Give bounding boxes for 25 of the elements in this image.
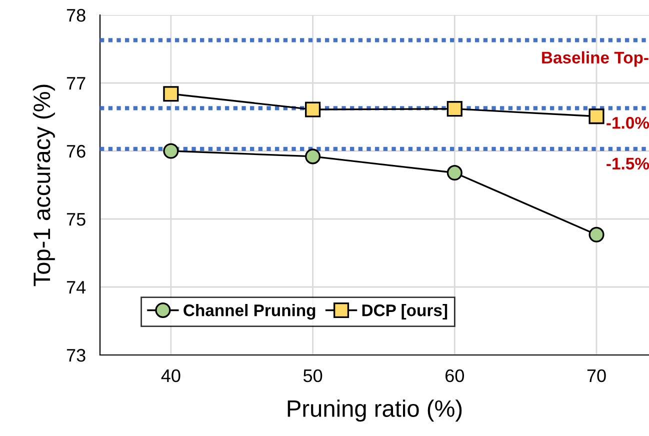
x-tick-label: 70 — [587, 369, 606, 382]
point — [588, 108, 604, 124]
annotation: -1.0% — [606, 116, 649, 129]
y-tick-label: 77 — [66, 77, 86, 90]
ref-line-label: Baseline Top- — [542, 51, 648, 67]
y-tick-label: 75 — [66, 213, 86, 226]
legend-label: Channel Pruning — [184, 304, 316, 320]
x-axis-title: Pruning ratio (%) — [288, 400, 462, 422]
point — [446, 101, 462, 117]
x-tick-label: 60 — [446, 369, 464, 382]
point — [163, 86, 179, 102]
y-tick-label: 78 — [66, 8, 86, 22]
point — [305, 148, 321, 164]
point — [305, 102, 321, 118]
y-tick-label: 76 — [66, 144, 86, 158]
y-tick-label: 73 — [66, 348, 86, 362]
x-tick-label: 40 — [161, 369, 180, 382]
point — [446, 164, 462, 181]
legend-label: DCP [ours] — [362, 304, 448, 320]
x-tick-label: 50 — [303, 369, 322, 382]
y-axis-title: Top-1 accuracy (%) — [32, 84, 55, 286]
point — [163, 143, 179, 159]
y-tick-label: 74 — [66, 281, 86, 294]
point — [588, 226, 604, 242]
annotation: -1.5% — [606, 158, 649, 170]
